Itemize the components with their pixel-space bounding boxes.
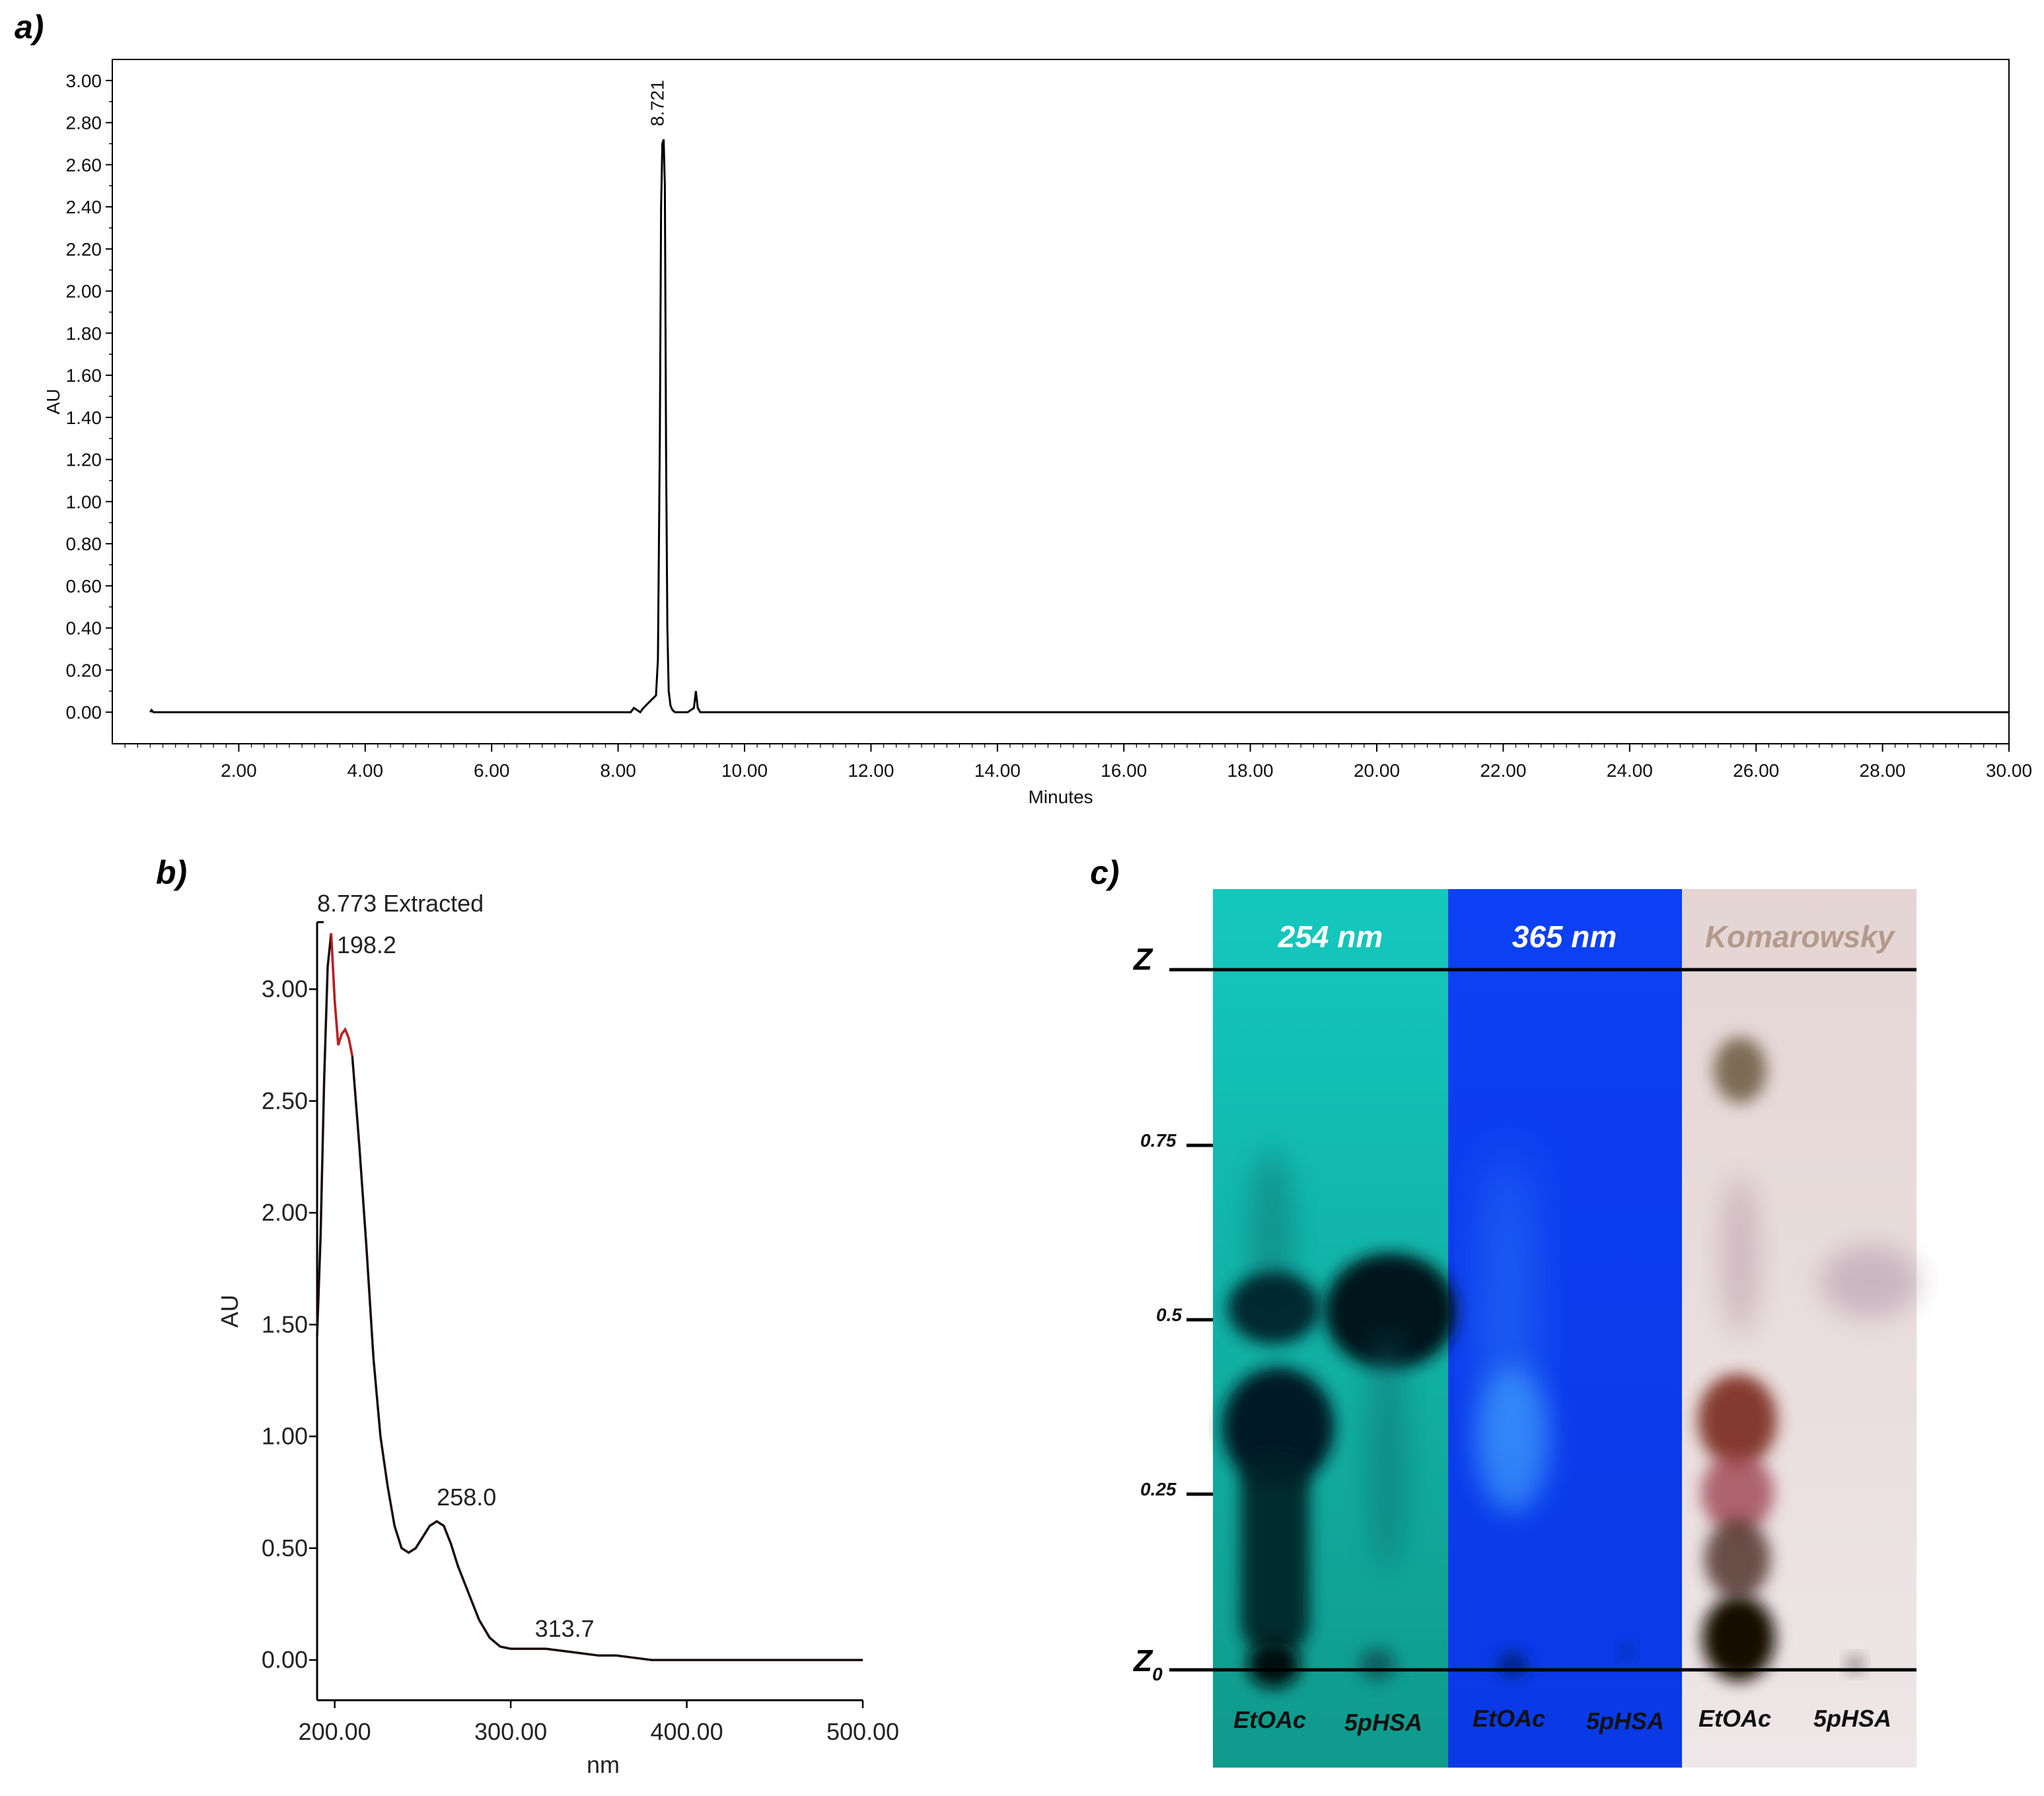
- y-tick-label: 3.00: [262, 976, 308, 1003]
- x-tick-label: 30.00: [1986, 760, 2032, 781]
- uv-spectrum-chart: 0.00 0.50 1.00 1.50 2.00 2.50 3.00 200.00 300.00…: [216, 890, 899, 1778]
- origin-label: Z0: [1132, 1643, 1163, 1684]
- rf-label-025: 0.25: [1140, 1479, 1177, 1499]
- x-tick-label: 200.00: [299, 1718, 371, 1745]
- y-tick-label: 2.60: [66, 155, 102, 175]
- y-tick-label: 0.00: [66, 702, 102, 723]
- y-tick-label: 1.00: [262, 1423, 308, 1450]
- y-tick-label: 2.20: [66, 239, 102, 260]
- lane-label: EtOAc: [1473, 1705, 1545, 1732]
- spots-254nm: [1222, 1149, 1457, 1688]
- x-tick-label: 10.00: [721, 760, 768, 781]
- y-tick-label: 1.60: [66, 365, 102, 386]
- y-tick-label: 0.00: [262, 1646, 308, 1673]
- y-axis-label: AU: [216, 1295, 243, 1328]
- x-tick-label: 4.00: [347, 760, 384, 781]
- lane-label: 5pHSA: [1813, 1705, 1891, 1732]
- y-tick-label: 2.80: [66, 113, 102, 133]
- plate-title-komarowsky: Komarowsky: [1705, 919, 1896, 954]
- spots-komarowsky: [1698, 1037, 1919, 1681]
- x-tick-label: 20.00: [1354, 760, 1400, 781]
- y-tick-label: 1.20: [66, 450, 102, 470]
- panel-label-b: b): [156, 854, 188, 891]
- peak-annotation: 8.721: [647, 80, 668, 126]
- lane-label: EtOAc: [1233, 1706, 1306, 1733]
- lane-label: EtOAc: [1698, 1705, 1771, 1732]
- x-tick-label: 18.00: [1227, 760, 1274, 781]
- chromatogram-trace: [149, 139, 2009, 714]
- x-tick-label: 14.00: [974, 760, 1021, 781]
- x-tick-label: 6.00: [474, 760, 510, 781]
- x-tick-label: 12.00: [848, 760, 894, 781]
- x-tick-label: 400.00: [650, 1718, 723, 1745]
- y-tick-label: 1.50: [262, 1311, 308, 1338]
- rf-label-075: 0.75: [1140, 1130, 1177, 1151]
- y-tick-label: 1.80: [66, 323, 102, 343]
- y-tick-label: 2.50: [262, 1087, 308, 1114]
- plate-title-254nm: 254 nm: [1278, 919, 1383, 954]
- lane-label: 5pHSA: [1586, 1707, 1664, 1735]
- spots-365nm: [1477, 1149, 1633, 1676]
- y-tick-label: 1.00: [66, 491, 102, 512]
- y-tick-label: 0.20: [66, 660, 102, 680]
- x-tick-label: 24.00: [1607, 760, 1653, 781]
- y-tick-label: 2.40: [66, 197, 102, 217]
- x-tick-label: 300.00: [474, 1718, 547, 1745]
- plate-title-365nm: 365 nm: [1512, 919, 1617, 954]
- x-axis-label: nm: [587, 1751, 620, 1778]
- panel-label-c: c): [1090, 854, 1120, 891]
- front-label: Z: [1132, 942, 1153, 976]
- peak-annotation: 198.2: [337, 931, 396, 958]
- peak-annotation: 313.7: [535, 1615, 595, 1642]
- spectrum-highlight: [330, 933, 353, 1057]
- y-tick-label: 0.80: [66, 534, 102, 554]
- y-tick-label: 0.60: [66, 576, 102, 596]
- y-tick-label: 1.40: [66, 408, 102, 428]
- x-tick-label: 22.00: [1480, 760, 1526, 781]
- x-tick-label: 2.00: [221, 760, 257, 781]
- y-tick-label: 0.50: [262, 1534, 308, 1562]
- x-axis-label: Minutes: [1028, 787, 1093, 807]
- x-tick-label: 28.00: [1860, 760, 1906, 781]
- chromatogram-chart: 0.00 0.20 0.40 0.60 0.80 1.00 1.20 1.40 1.60 1.80…: [43, 59, 2032, 807]
- peak-annotation: 258.0: [437, 1484, 496, 1511]
- x-tick-label: 26.00: [1733, 760, 1779, 781]
- origin-subscript: 0: [1152, 1664, 1163, 1684]
- chart-title: 8.773 Extracted: [317, 890, 484, 917]
- lane-label: 5pHSA: [1344, 1709, 1422, 1736]
- y-tick-label: 2.00: [66, 281, 102, 302]
- x-tick-label: 500.00: [826, 1718, 899, 1745]
- x-tick-label: 8.00: [600, 760, 636, 781]
- panel-label-a: a): [15, 9, 44, 46]
- y-axis-label: AU: [43, 389, 63, 415]
- y-tick-label: 0.40: [66, 618, 102, 639]
- y-tick-label: 3.00: [66, 71, 102, 91]
- rf-label-05: 0.5: [1156, 1305, 1182, 1325]
- y-tick-label: 2.00: [262, 1199, 308, 1226]
- x-tick-label: 16.00: [1101, 760, 1147, 781]
